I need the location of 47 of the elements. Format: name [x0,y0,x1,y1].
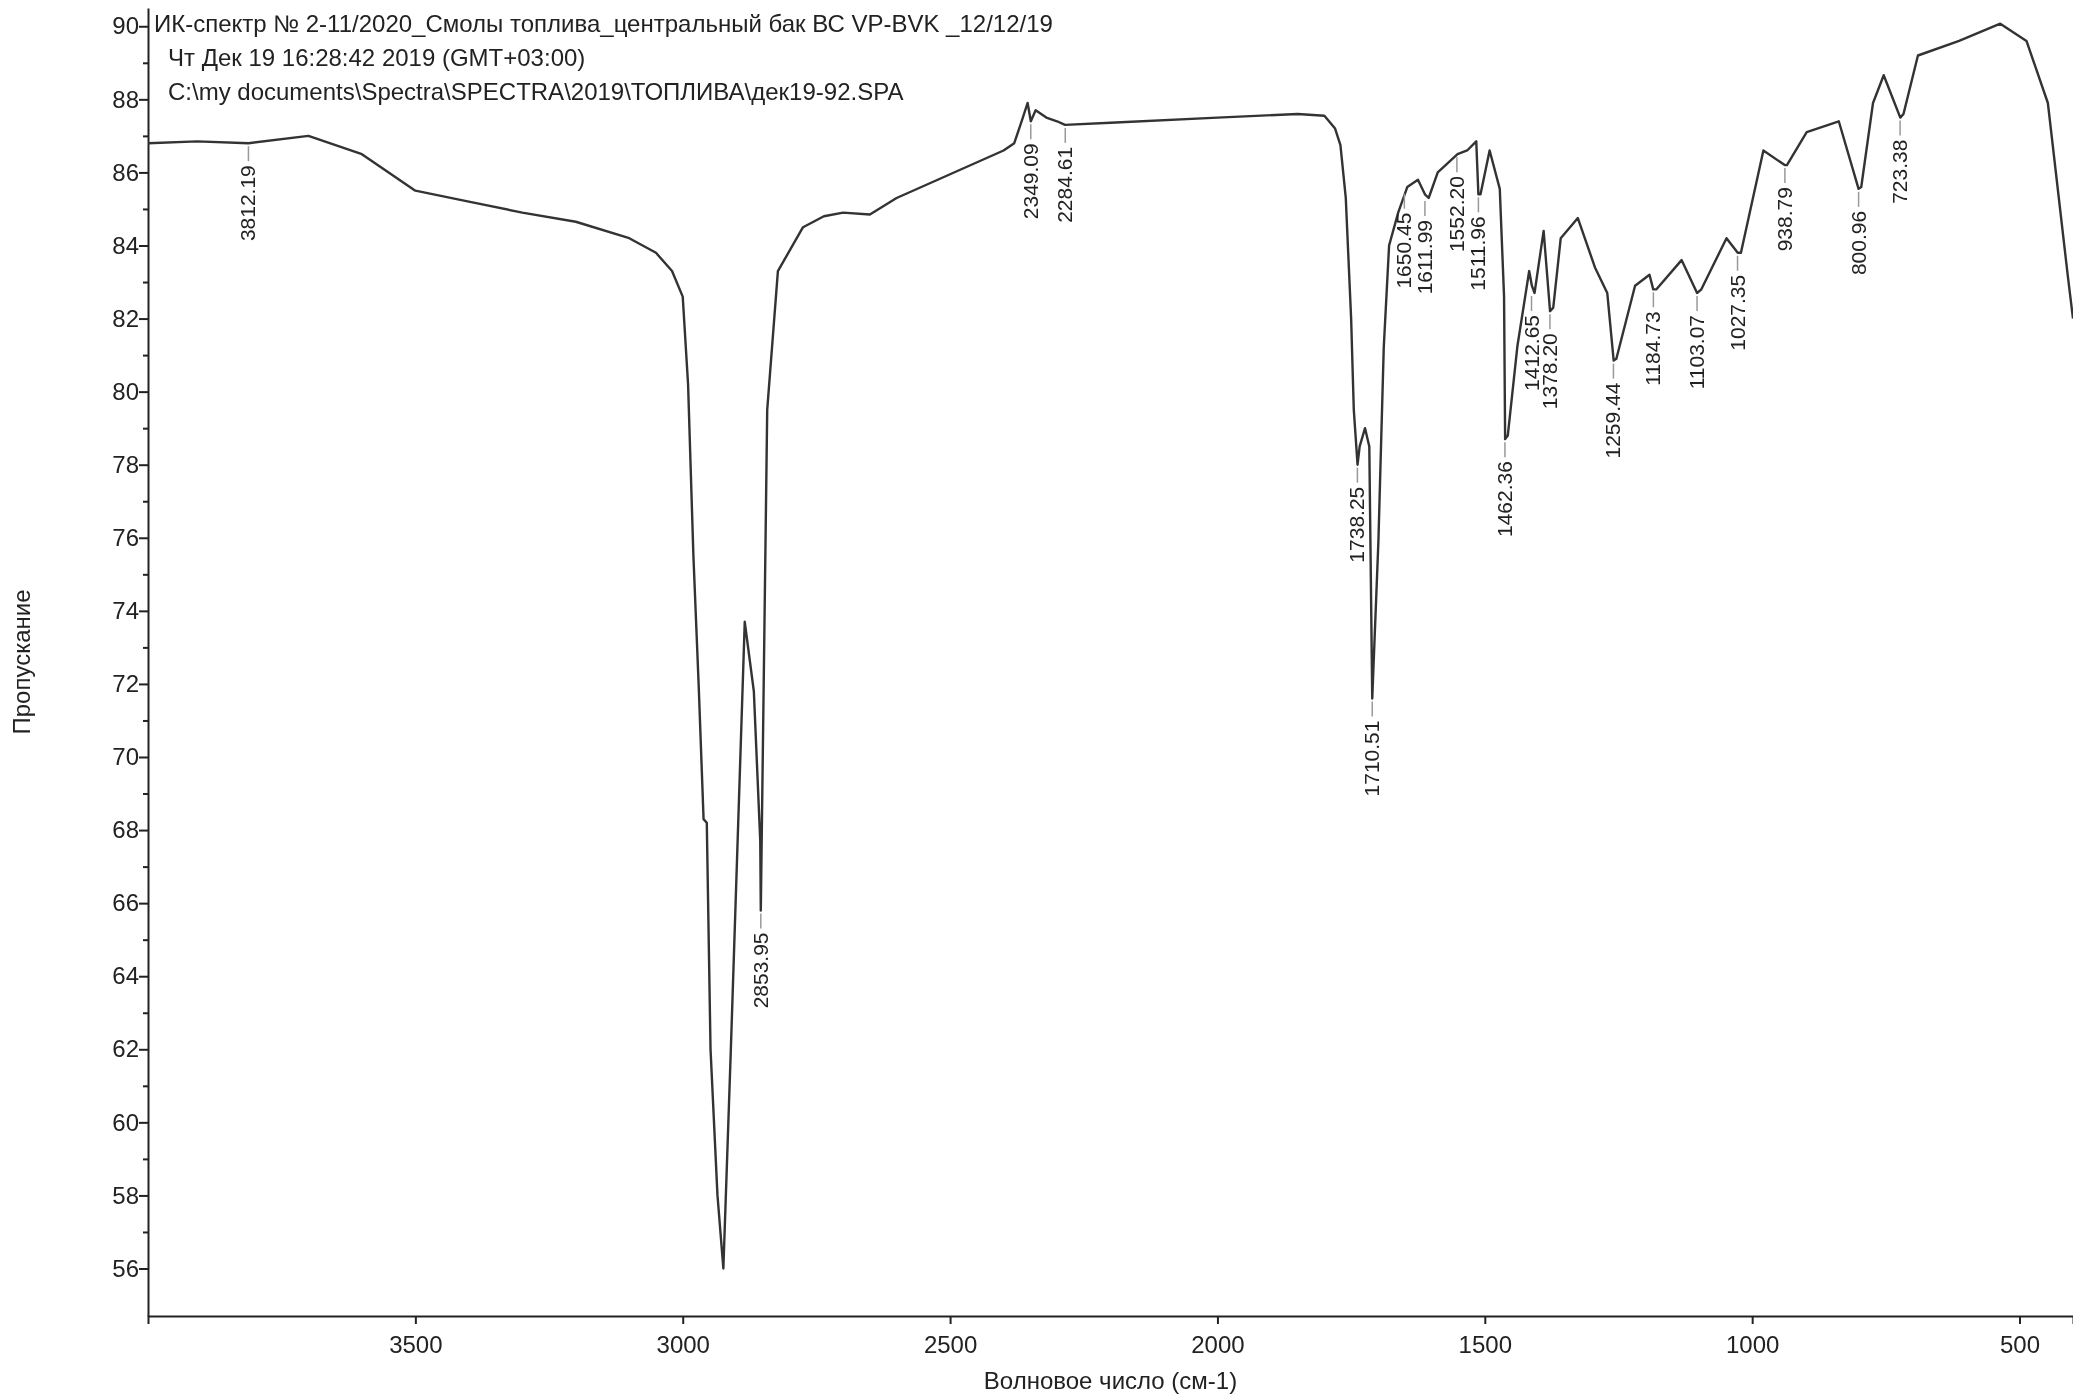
annotation: 1259.44 [1601,382,1625,459]
x-tick-label: 1000 [1725,1331,1780,1359]
text: Чт Дек 19 16:28:42 2019 (GMT+03:00) [168,44,586,71]
y-tick-label: 66 [112,889,139,917]
annotation: 1511.96 [1466,216,1490,291]
annotation: 1184.73 [1641,311,1665,386]
x-tick-label: 500 [2000,1331,2041,1359]
y-tick-label: 68 [112,816,139,844]
y-tick-label: 86 [112,158,139,186]
y-tick-label: 72 [112,670,139,698]
y-tick-label: 90 [112,12,139,40]
y-tick-label: 58 [112,1181,139,1209]
x-tick-label: 2500 [923,1331,978,1359]
annotation: 1103.07 [1685,314,1709,390]
x-axis-title: Волновое число (см-1) [983,1367,1238,1394]
y-tick-label: 76 [112,523,139,551]
annotation: 1462.36 [1492,461,1516,538]
annotation: 1738.25 [1345,486,1369,563]
annotation: 1027.35 [1725,274,1749,351]
y-tick-label: 82 [112,304,139,332]
annotation: 2349.09 [1018,143,1042,220]
y-tick-label: 62 [112,1035,139,1063]
annotation: 723.38 [1888,139,1912,204]
annotation: 2853.95 [748,932,772,1009]
y-tick-label: 70 [112,743,139,771]
y-tick-label: 88 [112,85,139,113]
y-tick-label: 56 [112,1254,139,1282]
y-tick-label: 64 [112,962,139,990]
annotation: 1710.51 [1360,720,1384,797]
y-tick-label: 78 [112,450,139,478]
x-tick-label: 2000 [1191,1331,1245,1359]
annotation: 800.96 [1846,210,1870,276]
x-tick-label: 1500 [1458,1331,1512,1359]
x-tick-label: 3000 [656,1331,710,1359]
y-axis-title: Пропускание [8,589,35,735]
y-tick-label: 60 [112,1108,139,1136]
y-tick-label: 74 [112,597,139,625]
y-tick-label: 84 [112,231,139,259]
annotation: 938.79 [1772,187,1796,252]
chart-title: ИК-спектр № 2-11/2020_Смолы топлива_центральный бак ВС VP-BVK _12/12/19 [154,10,1053,37]
y-tick-label: 80 [112,377,139,405]
annotation: C:\my documents\Spectra\SPECTRA\2019\ТОПЛИВА\дек19-92.SPA [168,78,904,105]
annotation: 3812.19 [236,165,260,242]
annotation: 1552.20 [1444,176,1468,253]
annotation: 1412.65 [1519,314,1543,391]
x-tick-label: 3500 [389,1331,443,1359]
annotation: 2284.61 [1053,146,1077,223]
